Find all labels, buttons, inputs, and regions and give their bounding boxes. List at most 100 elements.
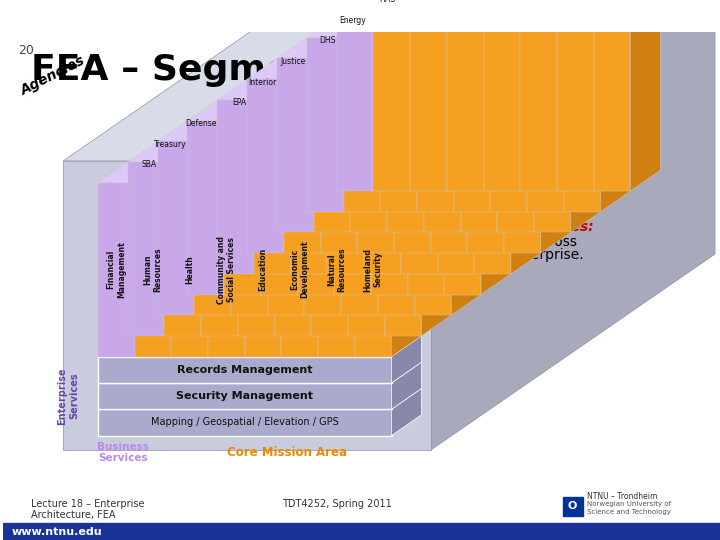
Text: Justice: Justice: [281, 57, 306, 66]
Polygon shape: [557, 0, 624, 17]
Text: the entire enterprise.: the entire enterprise.: [436, 248, 584, 262]
Bar: [98, 356, 392, 383]
Polygon shape: [380, 17, 447, 38]
Text: Enterprise
Services: Enterprise Services: [57, 367, 78, 425]
Text: NTNU – Trondheim: NTNU – Trondheim: [587, 492, 657, 501]
Polygon shape: [355, 162, 421, 183]
Polygon shape: [564, 17, 631, 38]
Bar: [63, 161, 431, 450]
Polygon shape: [320, 58, 387, 79]
Polygon shape: [341, 120, 408, 141]
Text: single organisation,: single organisation,: [436, 143, 572, 157]
Polygon shape: [164, 162, 201, 336]
Text: EPA: EPA: [232, 98, 246, 107]
Polygon shape: [307, 17, 374, 38]
Polygon shape: [378, 141, 415, 315]
Polygon shape: [444, 120, 481, 294]
Bar: [98, 409, 392, 436]
Text: used by multiple: used by multiple: [436, 156, 552, 170]
Polygon shape: [447, 0, 513, 17]
Text: Core Mission Area: Core Mission Area: [228, 446, 347, 459]
Polygon shape: [334, 100, 401, 120]
Polygon shape: [194, 120, 261, 141]
Polygon shape: [504, 58, 571, 79]
Polygon shape: [521, 17, 557, 191]
Polygon shape: [484, 0, 550, 17]
Polygon shape: [415, 120, 481, 141]
Polygon shape: [438, 100, 474, 274]
Polygon shape: [158, 141, 194, 315]
Polygon shape: [541, 58, 571, 253]
Polygon shape: [557, 17, 594, 191]
Polygon shape: [171, 183, 208, 356]
Text: Energy: Energy: [339, 16, 366, 25]
Polygon shape: [282, 183, 318, 356]
Polygon shape: [424, 58, 461, 232]
Polygon shape: [431, 58, 498, 79]
Polygon shape: [490, 38, 527, 212]
Polygon shape: [217, 79, 284, 100]
Polygon shape: [328, 100, 364, 274]
Text: Science and Technology: Science and Technology: [587, 509, 670, 515]
Polygon shape: [254, 100, 291, 274]
Polygon shape: [421, 141, 451, 336]
Polygon shape: [305, 120, 371, 141]
Polygon shape: [467, 79, 504, 253]
Polygon shape: [311, 162, 348, 336]
Polygon shape: [274, 141, 341, 162]
Text: Mapping / Geospatial / Elevation / GPS: Mapping / Geospatial / Elevation / GPS: [150, 417, 338, 428]
Polygon shape: [337, 17, 374, 191]
Polygon shape: [444, 100, 511, 120]
Text: Records Management: Records Management: [177, 364, 312, 375]
Polygon shape: [337, 0, 403, 17]
Polygon shape: [307, 38, 343, 212]
Text: Homeland
Security: Homeland Security: [364, 248, 383, 292]
Polygon shape: [201, 162, 238, 336]
Polygon shape: [498, 58, 534, 232]
Polygon shape: [238, 162, 274, 336]
Polygon shape: [417, 38, 454, 212]
Polygon shape: [387, 38, 454, 58]
Polygon shape: [284, 58, 351, 79]
Polygon shape: [408, 100, 474, 120]
Bar: [98, 383, 392, 409]
Polygon shape: [371, 100, 438, 120]
Polygon shape: [392, 362, 421, 409]
Polygon shape: [135, 183, 171, 356]
Polygon shape: [238, 141, 305, 162]
Polygon shape: [224, 100, 291, 120]
Polygon shape: [127, 162, 164, 336]
Polygon shape: [351, 58, 387, 232]
Text: Human
Resources: Human Resources: [143, 247, 163, 292]
Polygon shape: [410, 17, 447, 191]
Text: SBA: SBA: [141, 160, 156, 170]
Polygon shape: [277, 58, 314, 232]
Polygon shape: [527, 38, 564, 212]
Polygon shape: [274, 162, 311, 336]
Polygon shape: [594, 17, 631, 191]
Polygon shape: [451, 120, 481, 315]
Polygon shape: [594, 0, 660, 17]
Polygon shape: [534, 58, 571, 232]
Polygon shape: [245, 162, 311, 183]
Polygon shape: [194, 141, 231, 315]
Polygon shape: [371, 120, 408, 294]
Text: Community and
Social Services: Community and Social Services: [217, 235, 236, 303]
Polygon shape: [631, 0, 660, 191]
Polygon shape: [343, 38, 380, 212]
Polygon shape: [247, 79, 284, 253]
Text: Education: Education: [258, 248, 268, 291]
Polygon shape: [277, 38, 343, 58]
Polygon shape: [208, 183, 245, 356]
Text: Business
Services: Business Services: [96, 442, 149, 463]
Polygon shape: [481, 100, 511, 294]
Bar: [4, 523, 720, 540]
Text: Lecture 18 – Enterprise
Architecture, FEA: Lecture 18 – Enterprise Architecture, FE…: [31, 498, 145, 520]
Text: Treasury: Treasury: [154, 140, 186, 149]
Polygon shape: [461, 38, 527, 58]
Text: Natural
Resources: Natural Resources: [327, 247, 346, 292]
Polygon shape: [384, 162, 421, 336]
Polygon shape: [297, 120, 334, 294]
Polygon shape: [447, 17, 484, 191]
Text: (vertical: (vertical: [501, 117, 559, 131]
